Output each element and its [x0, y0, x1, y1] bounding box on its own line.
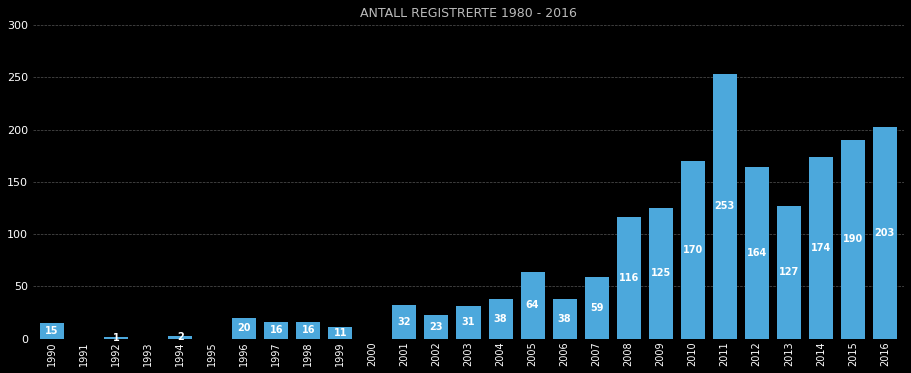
Bar: [553, 299, 577, 339]
Text: 16: 16: [302, 325, 315, 335]
Text: 203: 203: [875, 228, 895, 238]
Text: 31: 31: [462, 317, 476, 327]
Bar: [169, 336, 192, 339]
Bar: [712, 74, 737, 339]
Text: 23: 23: [430, 322, 444, 332]
Bar: [617, 217, 640, 339]
Bar: [328, 327, 353, 339]
Text: 174: 174: [811, 243, 831, 253]
Text: 127: 127: [779, 267, 799, 277]
Bar: [456, 306, 480, 339]
Title: ANTALL REGISTRERTE 1980 - 2016: ANTALL REGISTRERTE 1980 - 2016: [360, 7, 577, 20]
Text: 11: 11: [333, 328, 347, 338]
Text: 20: 20: [238, 323, 251, 333]
Text: 16: 16: [270, 325, 283, 335]
Bar: [809, 157, 833, 339]
Text: 116: 116: [619, 273, 639, 283]
Bar: [104, 338, 128, 339]
Bar: [40, 323, 64, 339]
Bar: [296, 322, 321, 339]
Text: 38: 38: [494, 314, 507, 324]
Text: 2: 2: [177, 332, 184, 342]
Bar: [649, 208, 672, 339]
Bar: [425, 314, 448, 339]
Bar: [681, 161, 705, 339]
Bar: [585, 277, 609, 339]
Text: 64: 64: [526, 300, 539, 310]
Text: 15: 15: [46, 326, 59, 336]
Bar: [873, 126, 896, 339]
Text: 190: 190: [843, 234, 863, 244]
Bar: [777, 206, 801, 339]
Bar: [264, 322, 289, 339]
Text: 125: 125: [650, 268, 670, 278]
Text: 59: 59: [589, 303, 603, 313]
Bar: [488, 299, 513, 339]
Text: 164: 164: [747, 248, 767, 258]
Bar: [232, 318, 256, 339]
Text: 253: 253: [714, 201, 735, 211]
Bar: [841, 140, 865, 339]
Text: 170: 170: [682, 245, 702, 255]
Text: 1: 1: [113, 333, 119, 343]
Bar: [744, 167, 769, 339]
Bar: [520, 272, 545, 339]
Text: 38: 38: [558, 314, 571, 324]
Bar: [393, 305, 416, 339]
Text: 32: 32: [398, 317, 411, 327]
